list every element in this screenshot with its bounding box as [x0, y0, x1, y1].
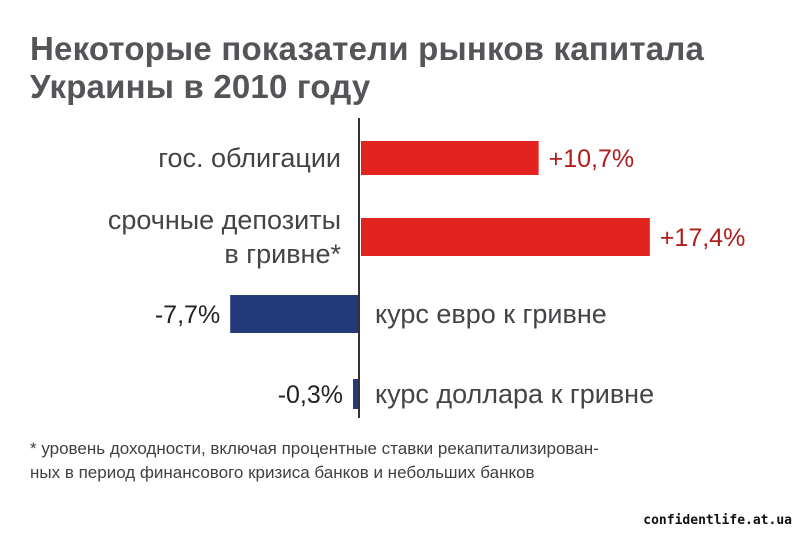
chart-title-line-2: Украины в 2010 году [30, 68, 371, 105]
bar-2 [361, 218, 650, 256]
bar-1 [361, 141, 539, 175]
bar-3 [230, 295, 358, 333]
chart-title: Некоторые показатели рынков капитала Укр… [30, 30, 770, 106]
footnote: * уровень доходности, включая процентные… [30, 437, 780, 485]
footnote-line-1: * уровень доходности, включая процентные… [30, 439, 599, 458]
footnote-line-2: ных в период финансового кризиса банков … [30, 463, 535, 482]
source-watermark: confidentlife.at.ua [643, 513, 792, 528]
value-label-1: +10,7% [549, 145, 635, 173]
bar-4 [353, 379, 358, 409]
category-label-2-line-1: срочные депозиты [108, 205, 341, 235]
chart-title-line-1: Некоторые показатели рынков капитала [30, 30, 705, 67]
category-label-2-line-2: в гривне* [224, 239, 341, 269]
category-label-4: курс доллара к гривне [375, 379, 654, 409]
value-label-4: -0,3% [278, 381, 343, 409]
category-label-1: гос. облигации [158, 143, 341, 173]
category-label-3: курс евро к гривне [375, 299, 607, 329]
value-label-2: +17,4% [660, 224, 746, 252]
bars-group: +10,7% гос. облигации +17,4% срочные депози… [108, 141, 746, 409]
value-label-3: -7,7% [155, 301, 220, 329]
